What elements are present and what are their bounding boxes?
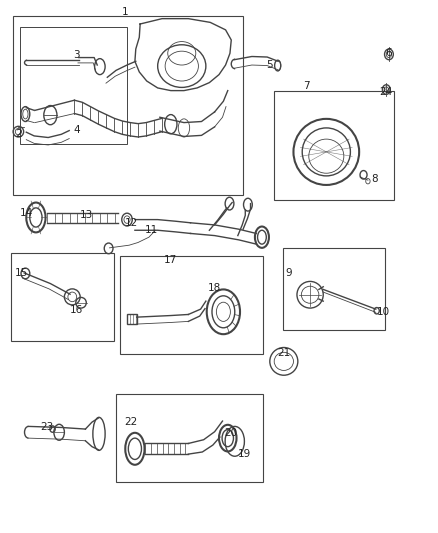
Text: 17: 17 xyxy=(164,255,177,265)
Text: 7: 7 xyxy=(303,82,310,91)
Bar xyxy=(127,314,137,324)
Text: 19: 19 xyxy=(238,449,251,459)
Text: 15: 15 xyxy=(14,268,28,278)
Text: 21: 21 xyxy=(277,348,290,358)
Bar xyxy=(20,27,127,144)
Bar xyxy=(11,253,114,341)
Text: 6: 6 xyxy=(385,49,392,58)
Text: 10: 10 xyxy=(377,307,390,317)
Text: 13: 13 xyxy=(80,211,93,220)
Bar xyxy=(13,16,243,195)
Bar xyxy=(120,256,263,354)
Text: 14: 14 xyxy=(20,208,33,218)
Text: 20: 20 xyxy=(225,428,238,438)
Text: 24: 24 xyxy=(380,87,393,96)
Text: 23: 23 xyxy=(41,423,54,432)
Text: 3: 3 xyxy=(73,51,80,60)
Text: 8: 8 xyxy=(371,174,378,183)
Text: 2: 2 xyxy=(15,130,22,139)
Text: 4: 4 xyxy=(73,125,80,134)
Text: 22: 22 xyxy=(124,417,137,427)
Text: 16: 16 xyxy=(70,305,83,315)
Text: 5: 5 xyxy=(266,60,273,70)
Bar xyxy=(283,248,385,330)
Text: 11: 11 xyxy=(145,225,158,235)
Text: 9: 9 xyxy=(285,268,292,278)
Text: 1: 1 xyxy=(121,7,128,17)
Bar xyxy=(274,91,394,200)
Text: 18: 18 xyxy=(208,283,221,293)
Bar xyxy=(116,394,263,482)
Text: 12: 12 xyxy=(125,218,138,228)
